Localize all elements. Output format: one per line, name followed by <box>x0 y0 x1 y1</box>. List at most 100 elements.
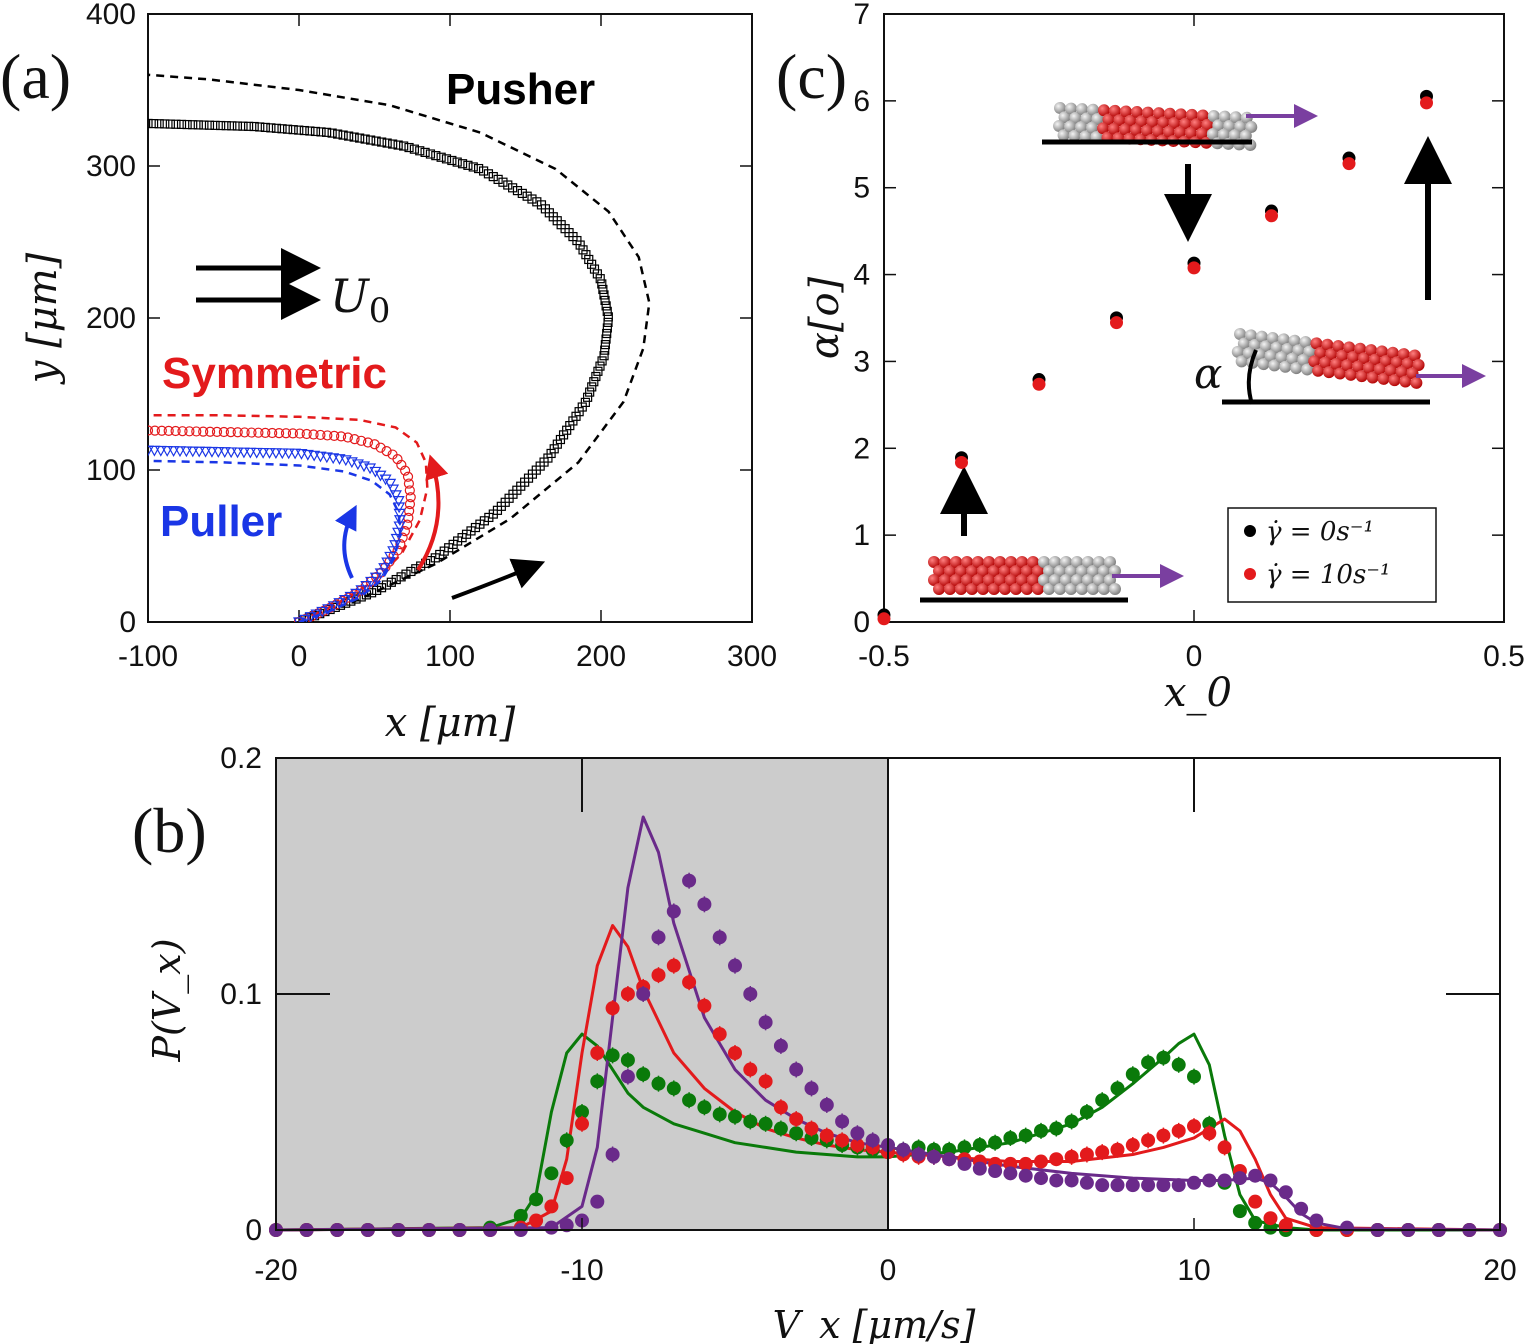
pusher-point <box>441 154 452 164</box>
rod-bead <box>1057 129 1070 142</box>
pusher-point <box>558 430 569 440</box>
pusher-point <box>148 118 153 129</box>
rod-bead <box>1408 349 1421 362</box>
red-data-point <box>1125 1138 1140 1153</box>
rod-bead <box>1365 344 1378 357</box>
rod-bead <box>1174 108 1187 121</box>
purple-data-point <box>636 987 651 1001</box>
rod-bead <box>1190 118 1203 131</box>
puller-point <box>355 585 368 597</box>
rod-bead <box>1323 366 1336 379</box>
rod-bead <box>1113 114 1126 127</box>
pusher-point <box>452 157 462 167</box>
rod-bead <box>1093 556 1105 568</box>
pusher-point <box>568 416 578 426</box>
pusher-point <box>393 140 403 150</box>
shear-10-point <box>955 455 968 469</box>
rod-bead <box>1312 364 1325 377</box>
shear-10-point <box>1032 377 1046 391</box>
puller-point <box>301 449 314 461</box>
symmetric-point <box>329 430 340 441</box>
rod-bead <box>1245 121 1258 134</box>
pusher-point <box>584 254 594 265</box>
rod-bead <box>1027 556 1039 568</box>
pusher-point <box>154 119 164 129</box>
red-data-point <box>1110 1142 1125 1157</box>
pusher-point <box>288 125 298 135</box>
purple-data-point <box>942 1152 957 1167</box>
rod-bead <box>994 574 1006 586</box>
symmetric-point <box>342 432 353 443</box>
symmetric-point <box>381 446 392 457</box>
panel-a-xtick-label: 100 <box>425 640 475 673</box>
rod-bead <box>1375 345 1388 358</box>
green-data-point <box>1064 1114 1079 1129</box>
rod-bead <box>1130 106 1143 119</box>
symmetric-point <box>301 428 312 440</box>
red-data-point <box>850 1138 865 1153</box>
puller-point <box>345 457 358 469</box>
rod-bead <box>939 556 951 568</box>
pusher-point <box>338 130 348 140</box>
legend-label-1: γ̇ = 10s⁻¹ <box>1266 560 1390 590</box>
red-data-point <box>819 1128 834 1143</box>
pusher-point <box>532 197 542 207</box>
shear-10-point <box>1187 261 1201 275</box>
pusher-point <box>305 126 315 136</box>
pusher-point <box>587 259 597 269</box>
symmetric-point <box>170 425 181 437</box>
rod-bead <box>1087 583 1099 595</box>
puller-label: Puller <box>160 497 282 546</box>
puller-point <box>369 572 382 584</box>
symmetric-point <box>395 539 406 550</box>
rod-bead <box>928 556 940 568</box>
rod-bead <box>966 583 978 595</box>
legend-marker-0 <box>1244 525 1256 537</box>
rod-bead <box>1207 110 1220 123</box>
panel-a-ytick-label: 300 <box>86 150 136 183</box>
rod-bead <box>1079 130 1092 143</box>
puller-point <box>161 446 174 457</box>
rod-bead <box>1060 574 1072 586</box>
puller-point <box>193 446 206 458</box>
rod-bead <box>928 574 940 586</box>
rod-bead <box>1290 362 1303 375</box>
rod-bead <box>1292 344 1305 357</box>
rod-bead <box>1054 102 1066 114</box>
puller-point <box>212 447 225 458</box>
panel-c-ytick-label: 1 <box>853 519 870 552</box>
puller-point <box>186 446 199 458</box>
rod-bead <box>1098 565 1110 577</box>
rod-bead <box>1395 365 1408 378</box>
red-data-point <box>1248 1194 1263 1209</box>
symmetric-point <box>191 426 202 437</box>
rod-bead <box>972 574 984 586</box>
rod-bead <box>1228 129 1241 142</box>
purple-data-point <box>789 1062 804 1077</box>
symmetric-point <box>404 499 416 510</box>
rod-bead <box>988 565 1000 577</box>
purple-data-point <box>728 958 742 973</box>
rod-bead <box>1388 374 1401 387</box>
pusher-point <box>517 188 527 199</box>
green-data-point <box>1141 1055 1156 1070</box>
pusher-point <box>536 200 547 210</box>
panel-a-ytick-label: 0 <box>119 606 136 639</box>
symmetric-point <box>156 425 167 436</box>
puller-point <box>387 484 400 496</box>
puller-point <box>327 453 340 465</box>
rod-bead <box>966 565 978 577</box>
purple-data-point <box>1309 1213 1324 1228</box>
symmetric-point <box>204 426 216 437</box>
rod-bead <box>1266 332 1279 345</box>
green-data-point <box>1156 1050 1171 1065</box>
puller-point <box>333 454 346 465</box>
rod-bead <box>1206 128 1219 141</box>
shear-10-point <box>1265 209 1278 223</box>
pusher-point <box>483 169 494 179</box>
rod-bead <box>1054 583 1066 595</box>
rod-bead <box>1093 574 1105 586</box>
symmetric-point <box>287 428 298 439</box>
pusher-point <box>249 121 259 132</box>
puller-point <box>365 576 378 588</box>
